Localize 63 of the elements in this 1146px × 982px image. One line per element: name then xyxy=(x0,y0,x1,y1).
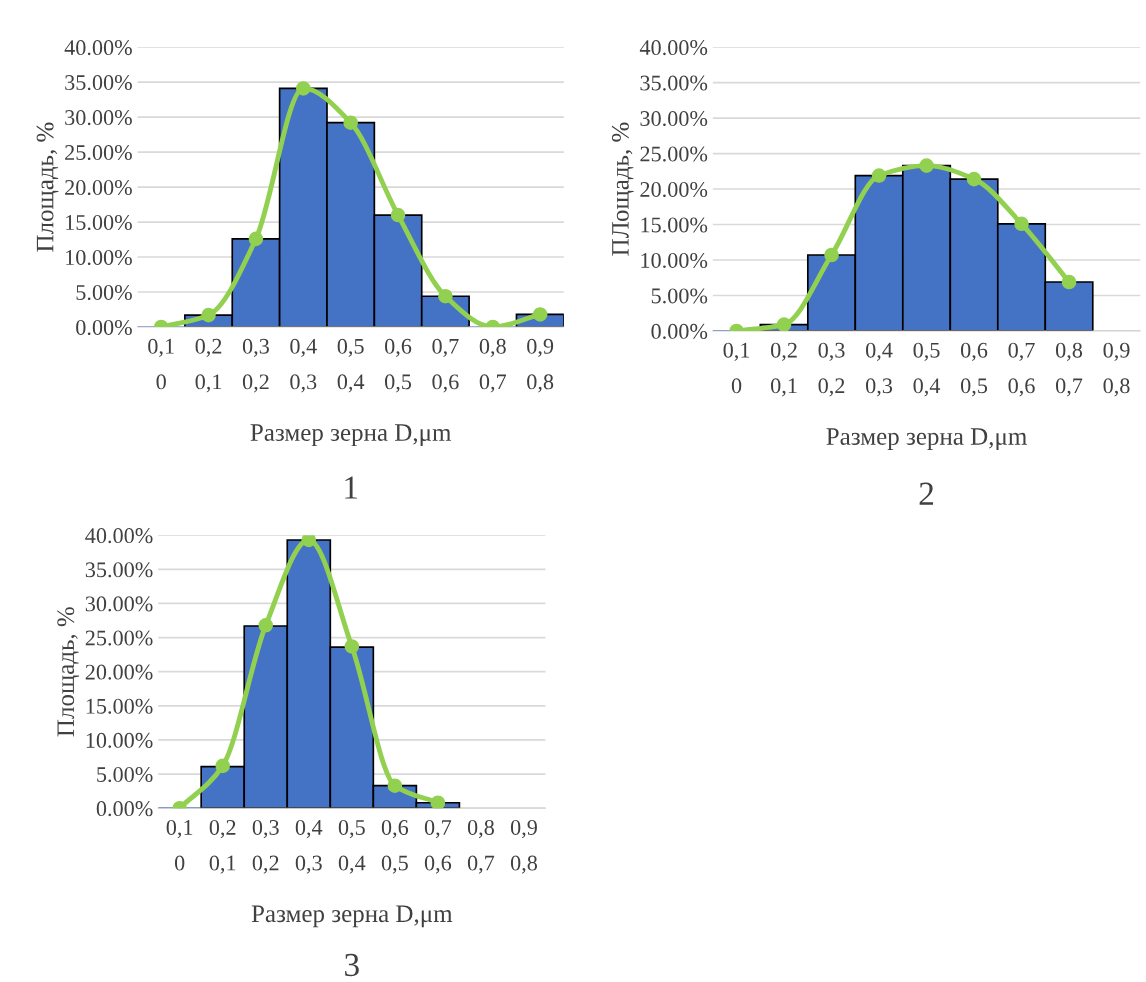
x-tick-label: 0,1 0 xyxy=(148,338,174,390)
x-axis-title: Размер зерна D,μm xyxy=(826,428,1027,450)
y-tick-label: 0.00% xyxy=(651,323,708,339)
y-tick-label: 25.00% xyxy=(640,146,708,162)
x-tick-label: 0,9 0,8 xyxy=(527,338,554,393)
y-tick-label: 5.00% xyxy=(651,288,708,304)
y-axis-title: Площадь, % xyxy=(36,122,59,252)
y-tick-label: 25.00% xyxy=(85,630,153,646)
y-axis-title: ПЛощадь, % xyxy=(611,122,634,256)
x-tick-label: 0,5 0,4 xyxy=(337,338,365,393)
y-tick-label: 40.00% xyxy=(85,528,153,544)
text: 1 xyxy=(345,476,358,499)
y-tick-label: 30.00% xyxy=(65,110,132,126)
x-tick-label: 0,7 0,6 xyxy=(1008,342,1035,397)
text: 2 xyxy=(919,482,934,505)
x-axis-title: Размер зерна D,μm xyxy=(250,424,452,447)
y-tick-label: 15.00% xyxy=(86,698,153,714)
y-tick-label: 0.00% xyxy=(76,319,132,336)
y-tick-label: 25.00% xyxy=(65,145,132,161)
y-tick-label: 35.00% xyxy=(65,75,132,91)
x-tick-label: 0,3 0,2 xyxy=(252,819,279,874)
y-tick-label: 30.00% xyxy=(640,111,708,127)
y-tick-label: 20.00% xyxy=(85,664,153,680)
x-tick-label: 0,8 0,7 xyxy=(467,819,495,874)
x-tick-label: 0,8 0,7 xyxy=(1055,342,1083,397)
y-tick-label: 5.00% xyxy=(97,766,153,783)
y-tick-label: 10.00% xyxy=(66,249,132,266)
x-tick-label: 0,9 0,8 xyxy=(510,819,538,874)
y-tick-label: 20.00% xyxy=(640,181,708,198)
y-tick-label: 15.00% xyxy=(641,217,708,233)
y-tick-label: 20.00% xyxy=(65,180,132,196)
y-tick-label: 40.00% xyxy=(64,40,132,56)
y-tick-label: 10.00% xyxy=(86,732,153,748)
y-tick-label: 15.00% xyxy=(66,214,132,231)
x-tick-label: 0,8 0,7 xyxy=(479,338,507,393)
x-tick-label: 0,3 0,2 xyxy=(818,342,845,397)
x-axis-title: Размер зерна D,μm xyxy=(251,905,453,928)
x-tick-label: 0,6 0,5 xyxy=(381,819,409,874)
y-tick-label: 35.00% xyxy=(85,562,153,578)
x-tick-label: 0,3 0,2 xyxy=(242,338,269,393)
x-tick-label: 0,2 0,1 xyxy=(195,338,222,393)
x-tick-label: 0,5 0,4 xyxy=(338,819,366,874)
y-tick-label: 5.00% xyxy=(76,284,132,301)
x-tick-label: 0,4 0,3 xyxy=(866,342,893,397)
x-tick-label: 0,2 0,1 xyxy=(771,342,797,397)
x-tick-label: 0,2 0,1 xyxy=(209,819,236,874)
y-tick-label: 30.00% xyxy=(85,596,153,612)
x-tick-label: 0,9 0,8 xyxy=(1103,342,1130,397)
x-tick-label: 0,5 0,4 xyxy=(913,342,941,397)
x-tick-label: 0,1 0 xyxy=(166,819,193,871)
x-tick-label: 0,4 0,3 xyxy=(295,819,323,874)
y-tick-label: 40.00% xyxy=(639,40,708,56)
y-axis-title: Площадь, % xyxy=(57,607,80,737)
x-tick-label: 0,1 0 xyxy=(723,342,750,394)
x-tick-label: 0,6 0,5 xyxy=(960,342,988,397)
x-tick-label: 0,7 0,6 xyxy=(432,338,459,393)
x-tick-label: 0,4 0,3 xyxy=(290,338,317,393)
y-tick-label: 0.00% xyxy=(96,801,153,817)
y-tick-label: 35.00% xyxy=(640,75,708,91)
x-tick-label: 0,7 0,6 xyxy=(424,819,452,874)
x-tick-label: 0,6 0,5 xyxy=(385,338,412,393)
text: 3 xyxy=(345,953,359,977)
y-tick-label: 10.00% xyxy=(641,252,708,269)
